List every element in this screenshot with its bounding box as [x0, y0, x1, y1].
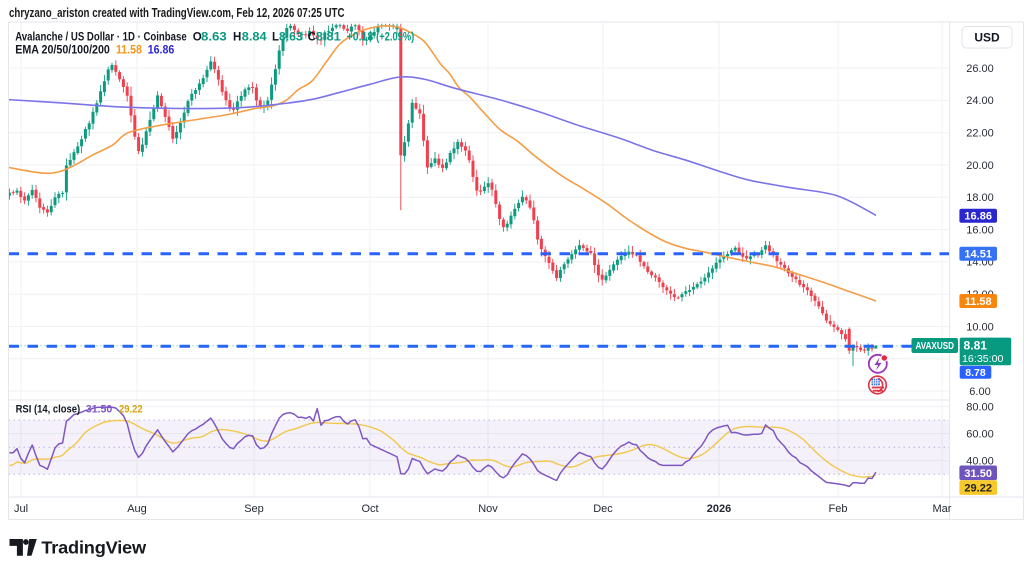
svg-text:RSI (14, close): RSI (14, close) [16, 404, 81, 416]
svg-text:8.63: 8.63 [279, 31, 303, 43]
svg-text:Dec: Dec [593, 503, 613, 515]
svg-text:2026: 2026 [707, 503, 731, 515]
svg-text:29.22: 29.22 [119, 404, 143, 416]
svg-text:31.50: 31.50 [964, 468, 992, 480]
svg-text:Sep: Sep [244, 503, 264, 515]
svg-text:Jul: Jul [14, 503, 28, 515]
svg-text:Avalanche / US Dollar · 1D · C: Avalanche / US Dollar · 1D · Coinbase [15, 31, 187, 43]
svg-text:20.00: 20.00 [966, 160, 994, 172]
svg-text:60.00: 60.00 [966, 428, 994, 440]
svg-text:Oct: Oct [361, 503, 378, 515]
svg-text:8.78: 8.78 [965, 367, 986, 379]
svg-text:11.58: 11.58 [116, 44, 142, 56]
svg-text:11.58: 11.58 [965, 296, 992, 308]
svg-text:(+2.09%): (+2.09%) [376, 31, 414, 43]
svg-text:16:35:00: 16:35:00 [962, 354, 1004, 365]
svg-text:chryzano_ariston created with: chryzano_ariston created with TradingVie… [9, 6, 345, 20]
svg-text:EMA 20/50/100/200: EMA 20/50/100/200 [15, 44, 110, 56]
svg-text:+0.18: +0.18 [347, 31, 374, 43]
svg-text:16.86: 16.86 [148, 44, 175, 56]
svg-text:16.00: 16.00 [966, 224, 994, 236]
svg-text:8.63: 8.63 [201, 31, 227, 43]
svg-text:80.00: 80.00 [966, 401, 994, 413]
svg-text:26.00: 26.00 [966, 63, 994, 75]
svg-text:C: C [308, 31, 316, 43]
svg-text:TradingView: TradingView [41, 538, 146, 558]
svg-text:O: O [193, 31, 202, 43]
svg-text:24.00: 24.00 [966, 95, 994, 107]
svg-text:14.51: 14.51 [964, 249, 992, 261]
svg-text:8.81: 8.81 [316, 31, 342, 43]
svg-text:16.86: 16.86 [964, 211, 992, 223]
svg-text:Mar: Mar [933, 503, 952, 515]
svg-text:40.00: 40.00 [966, 456, 994, 468]
svg-text:18.00: 18.00 [966, 192, 994, 204]
svg-text:22.00: 22.00 [966, 128, 994, 140]
svg-text:10.00: 10.00 [966, 321, 994, 333]
svg-text:6.00: 6.00 [969, 386, 990, 398]
svg-text:USD: USD [974, 31, 1000, 45]
svg-text:8.84: 8.84 [242, 31, 267, 43]
svg-text:AVAXUSD: AVAXUSD [916, 341, 955, 352]
svg-text:Nov: Nov [478, 503, 498, 515]
svg-text:8.81: 8.81 [964, 341, 988, 353]
svg-text:Feb: Feb [829, 503, 848, 515]
svg-text:Aug: Aug [127, 503, 147, 515]
svg-text:H: H [233, 31, 241, 43]
svg-text:29.22: 29.22 [964, 483, 992, 495]
svg-text:L: L [272, 31, 279, 43]
svg-text:31.50: 31.50 [86, 404, 112, 416]
